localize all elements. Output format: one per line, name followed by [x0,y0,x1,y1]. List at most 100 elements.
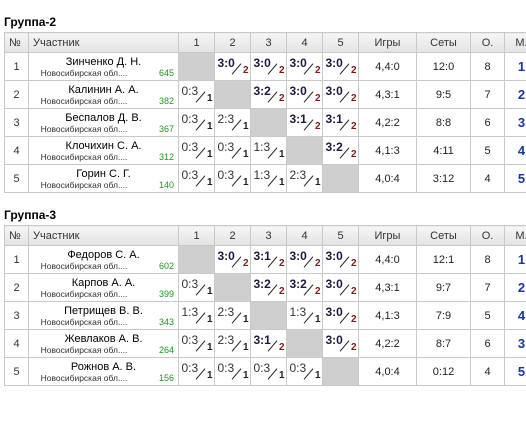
match-score-cell[interactable]: 3:0 2 [323,302,359,330]
column-header-opponent[interactable]: 3 [251,33,287,53]
column-header-place[interactable]: М. [505,33,526,53]
player-name-link[interactable]: Беспалов Д. В. [29,112,178,124]
match-points: 2 [351,315,357,325]
match-score: 3:0 2 [324,302,358,326]
player-name-link[interactable]: Калинин А. А. [29,84,178,96]
column-header-points[interactable]: О. [471,33,505,53]
set-score: 0:3 [182,112,199,126]
column-header-opponent[interactable]: 1 [179,226,215,246]
column-header-no[interactable]: № [5,226,29,246]
sets-value: 4:11 [417,137,471,165]
player-name-link[interactable]: Жевлаков А. В. [29,333,178,345]
column-header-place[interactable]: М. [505,226,526,246]
self-match-cell [251,109,287,137]
column-header-opponent[interactable]: 2 [215,226,251,246]
column-header-no[interactable]: № [5,33,29,53]
player-name-link[interactable]: Зинченко Д. Н. [29,56,178,68]
column-header-opponent[interactable]: 2 [215,33,251,53]
self-match-cell [287,137,323,165]
player-name-link[interactable]: Рожнов А. В. [29,361,178,373]
column-header-games[interactable]: Игры [359,226,417,246]
games-value: 4,4:0 [359,53,417,81]
games-value: 4,2:2 [359,330,417,358]
column-header-player[interactable]: Участник [29,226,179,246]
set-score: 0:3 [182,361,199,375]
player-region: Новосибирская обл.... [29,152,139,163]
column-header-opponent[interactable]: 4 [287,33,323,53]
set-score: 3:0 [326,305,343,319]
column-header-opponent[interactable]: 4 [287,226,323,246]
match-points: 2 [279,343,285,353]
player-name-link[interactable]: Клочихин С. А. [29,140,178,152]
column-header-opponent[interactable]: 5 [323,33,359,53]
set-score: 3:0 [290,249,307,263]
match-points: 1 [279,371,285,381]
player-region: Новосибирская обл.... [29,124,139,135]
column-header-opponent[interactable]: 3 [251,226,287,246]
player-name-link[interactable]: Горин С. Г. [29,168,178,180]
set-score: 0:3 [182,277,199,291]
column-header-points[interactable]: О. [471,226,505,246]
column-header-player[interactable]: Участник [29,33,179,53]
player-name-link[interactable]: Карпов А. А. [29,277,178,289]
column-header-sets[interactable]: Сеты [417,33,471,53]
row-number: 4 [5,137,29,165]
set-score: 3:0 [218,249,235,263]
self-match-cell [215,81,251,109]
player-name-link[interactable]: Федоров С. А. [29,249,178,261]
group-section: Группа-2№Участник12345ИгрыСетыО.М.1Зинче… [0,12,526,193]
player-name-link[interactable]: Петрищев В. В. [29,305,178,317]
column-header-sets[interactable]: Сеты [417,226,471,246]
column-header-games[interactable]: Игры [359,33,417,53]
set-score: 3:1 [290,112,307,126]
column-header-opponent[interactable]: 5 [323,226,359,246]
column-header-opponent[interactable]: 1 [179,33,215,53]
